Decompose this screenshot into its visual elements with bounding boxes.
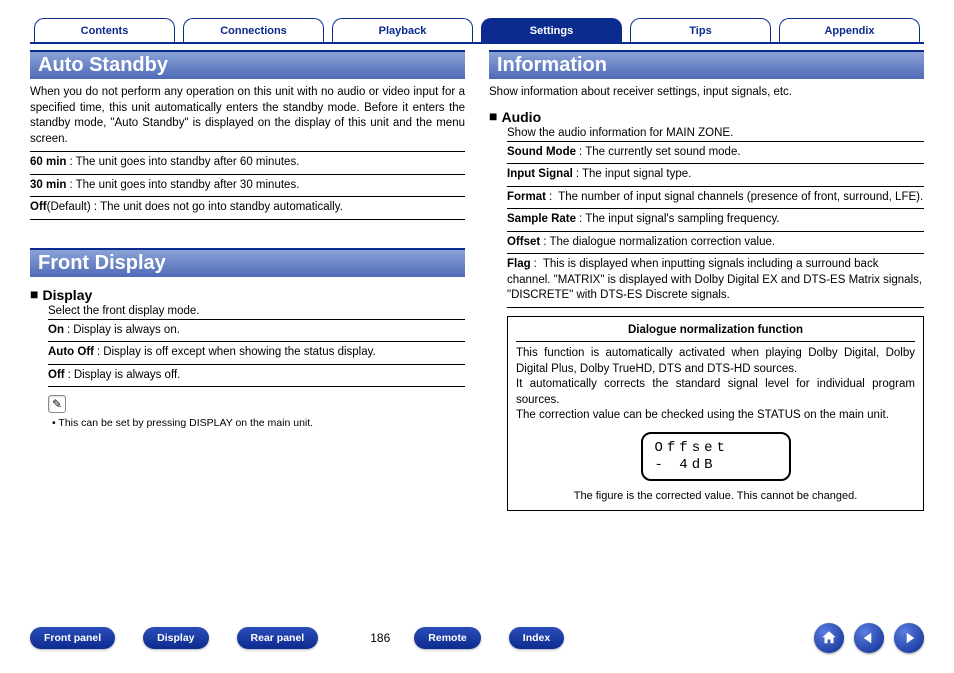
audio-intro: Show the audio information for MAIN ZONE… bbox=[507, 127, 924, 139]
display-intro: Select the front display mode. bbox=[48, 305, 465, 317]
def-term: Format bbox=[507, 191, 546, 203]
definition-row: Auto Off: Display is off except when sho… bbox=[48, 341, 465, 364]
subsection-audio: ■ Audio bbox=[489, 105, 924, 127]
def-desc: Display is always on. bbox=[73, 323, 465, 339]
def-desc: The unit goes into standby after 60 minu… bbox=[76, 155, 465, 171]
bottom-nav: Front panel Display Rear panel 186 Remote I… bbox=[30, 623, 924, 653]
definition-row: Off (Default) : The unit does not go int… bbox=[30, 196, 465, 220]
def-term: Auto Off bbox=[48, 345, 94, 361]
def-desc: The currently set sound mode. bbox=[585, 145, 924, 161]
definition-row: 60 min: The unit goes into standby after… bbox=[30, 151, 465, 174]
def-desc: (Default) : The unit does not go into st… bbox=[47, 200, 465, 216]
def-separator: : bbox=[543, 235, 546, 251]
def-separator: : bbox=[576, 167, 579, 183]
nav-remote[interactable]: Remote bbox=[414, 627, 481, 649]
right-column: Information Show information about recei… bbox=[489, 50, 924, 511]
tab-settings[interactable]: Settings bbox=[477, 18, 626, 42]
def-separator: : bbox=[68, 368, 71, 384]
def-desc: The input signal's sampling frequency. bbox=[585, 212, 924, 228]
offset-line2: - 4dB bbox=[655, 457, 777, 474]
next-button[interactable] bbox=[894, 623, 924, 653]
definition-row: Off: Display is always off. bbox=[48, 364, 465, 388]
offset-lcd-display: Offset - 4dB bbox=[641, 432, 791, 482]
page-number: 186 bbox=[370, 631, 390, 645]
nav-rear-panel[interactable]: Rear panel bbox=[237, 627, 319, 649]
def-desc: The input signal type. bbox=[582, 167, 924, 183]
dialogue-norm-p1: This function is automatically activated… bbox=[516, 346, 915, 377]
prev-button[interactable] bbox=[854, 623, 884, 653]
def-term: Flag bbox=[507, 258, 531, 270]
offset-line1: Offset bbox=[655, 440, 777, 457]
definition-row: Input Signal: The input signal type. bbox=[507, 163, 924, 186]
dialogue-norm-box: Dialogue normalization function This fun… bbox=[507, 316, 924, 512]
definition-row: Flag: This is displayed when inputting s… bbox=[507, 253, 924, 308]
def-term: 60 min bbox=[30, 155, 66, 171]
tab-tips[interactable]: Tips bbox=[626, 18, 775, 42]
def-separator: : bbox=[579, 212, 582, 228]
nav-display[interactable]: Display bbox=[143, 627, 208, 649]
definition-row: Sound Mode: The currently set sound mode… bbox=[507, 141, 924, 164]
def-term: On bbox=[48, 323, 64, 339]
section-front-display-title: Front Display bbox=[30, 248, 465, 277]
nav-front-panel[interactable]: Front panel bbox=[30, 627, 115, 649]
def-separator: : bbox=[579, 145, 582, 161]
nav-index[interactable]: Index bbox=[509, 627, 564, 649]
def-term: Offset bbox=[507, 235, 540, 251]
def-desc: Display is off except when showing the s… bbox=[103, 345, 465, 361]
audio-subhead: Audio bbox=[501, 109, 541, 125]
tab-contents[interactable]: Contents bbox=[30, 18, 179, 42]
def-separator: : bbox=[67, 323, 70, 339]
def-desc: This is displayed when inputting signals… bbox=[507, 258, 922, 301]
def-term: 30 min bbox=[30, 178, 66, 194]
def-term: Sample Rate bbox=[507, 212, 576, 228]
tab-playback[interactable]: Playback bbox=[328, 18, 477, 42]
def-term: Input Signal bbox=[507, 167, 573, 183]
definition-row: Sample Rate: The input signal's sampling… bbox=[507, 208, 924, 231]
tab-appendix[interactable]: Appendix bbox=[775, 18, 924, 42]
left-column: Auto Standby When you do not perform any… bbox=[30, 50, 465, 511]
pencil-note-icon: ✎ bbox=[48, 395, 66, 413]
def-separator: : bbox=[534, 258, 537, 270]
def-desc: The number of input signal channels (pre… bbox=[555, 191, 923, 203]
square-bullet-icon: ■ bbox=[489, 108, 497, 124]
def-desc: The unit goes into standby after 30 minu… bbox=[76, 178, 465, 194]
def-desc: The dialogue normalization correction va… bbox=[549, 235, 924, 251]
def-term: Off bbox=[48, 368, 65, 384]
display-subhead: Display bbox=[42, 287, 92, 303]
dialogue-norm-p3: The correction value can be checked usin… bbox=[516, 408, 915, 424]
section-auto-standby-title: Auto Standby bbox=[30, 50, 465, 79]
def-separator: : bbox=[69, 178, 72, 194]
section-information-title: Information bbox=[489, 50, 924, 79]
def-term: Sound Mode bbox=[507, 145, 576, 161]
subsection-display: ■ Display bbox=[30, 283, 465, 305]
definition-row: 30 min: The unit goes into standby after… bbox=[30, 174, 465, 197]
def-term: Off bbox=[30, 200, 47, 216]
auto-standby-intro: When you do not perform any operation on… bbox=[30, 85, 465, 147]
offset-caption: The figure is the corrected value. This … bbox=[516, 489, 915, 504]
def-desc: Display is always off. bbox=[74, 368, 465, 384]
definition-row: Format: The number of input signal chann… bbox=[507, 186, 924, 209]
definition-row: Offset: The dialogue normalization corre… bbox=[507, 231, 924, 254]
definition-row: On: Display is always on. bbox=[48, 319, 465, 342]
home-button[interactable] bbox=[814, 623, 844, 653]
dialogue-norm-p2: It automatically corrects the standard s… bbox=[516, 377, 915, 408]
tab-connections[interactable]: Connections bbox=[179, 18, 328, 42]
information-intro: Show information about receiver settings… bbox=[489, 85, 924, 101]
def-separator: : bbox=[97, 345, 100, 361]
dialogue-norm-title: Dialogue normalization function bbox=[516, 323, 915, 343]
top-tabs: ContentsConnectionsPlaybackSettingsTipsA… bbox=[30, 18, 924, 44]
def-separator: : bbox=[69, 155, 72, 171]
square-bullet-icon: ■ bbox=[30, 286, 38, 302]
def-separator: : bbox=[549, 191, 552, 203]
display-note: This can be set by pressing DISPLAY on t… bbox=[52, 417, 465, 429]
